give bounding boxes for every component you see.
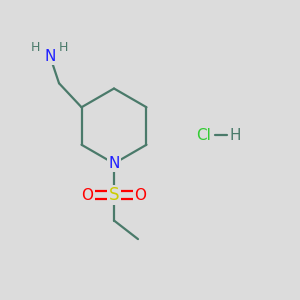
Text: O: O (82, 188, 94, 202)
Text: H: H (59, 41, 68, 54)
Text: H: H (230, 128, 241, 142)
Text: Cl: Cl (196, 128, 211, 142)
Text: O: O (134, 188, 146, 202)
Text: H: H (31, 41, 40, 54)
Text: S: S (109, 186, 119, 204)
Text: N: N (44, 49, 56, 64)
Text: N: N (108, 156, 120, 171)
